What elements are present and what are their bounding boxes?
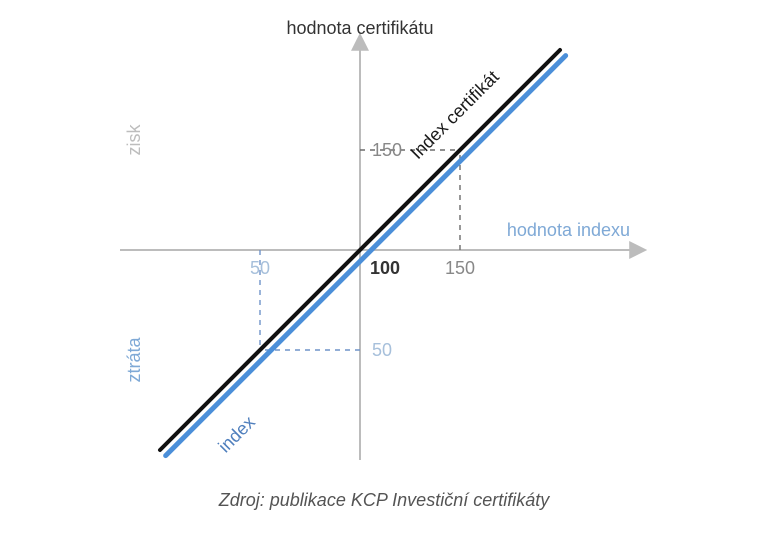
label-profit: zisk	[124, 124, 144, 156]
x-tick-label: 50	[250, 258, 270, 278]
chart-svg: Index certifikát index 50 100 150 50 150 hodnot…	[100, 20, 660, 480]
y-axis-title: hodnota certifikátu	[286, 20, 433, 38]
page-root: Index certifikát index 50 100 150 50 150 hodnot…	[0, 0, 768, 534]
x-tick-label: 150	[445, 258, 475, 278]
series-label-certificate: Index certifikát	[407, 67, 503, 163]
source-caption: Zdroj: publikace KCP Investiční certifik…	[0, 490, 768, 511]
y-tick-label: 50	[372, 340, 392, 360]
series-label-index: index	[214, 412, 259, 457]
x-tick-label: 100	[370, 258, 400, 278]
y-tick-label: 150	[372, 140, 402, 160]
chart-container: Index certifikát index 50 100 150 50 150 hodnot…	[100, 20, 660, 480]
series-index	[166, 56, 566, 456]
x-axis-title: hodnota indexu	[507, 220, 630, 240]
label-loss: ztráta	[124, 337, 144, 383]
